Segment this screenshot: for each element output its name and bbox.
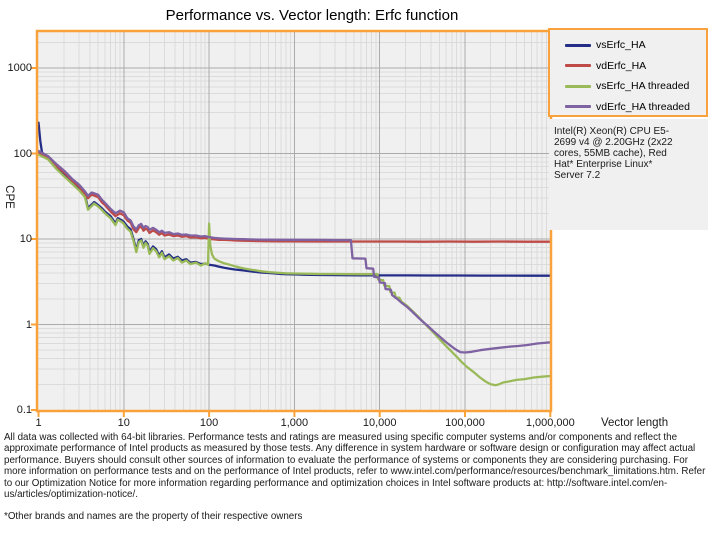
y-tick-label: 1: [25, 318, 32, 331]
y-tick-label: 10: [19, 233, 32, 245]
x-tick-label: 10,000: [362, 417, 397, 429]
x-tick-label: 100,000: [445, 417, 485, 429]
legend-label: vdErfc_HA threaded: [596, 100, 690, 113]
legend-swatch-0: [565, 43, 591, 47]
series-line-1: [37, 151, 552, 243]
x-tick-label: 100: [199, 417, 219, 429]
series-line-3: [37, 149, 552, 354]
x-tick-label: 1: [35, 417, 42, 429]
legend-item: vdErfc_HA: [550, 56, 706, 77]
y-tick-label: 100: [13, 147, 32, 160]
legend-swatch-1: [565, 64, 591, 68]
disclaimer-text: All data was collected with 64-bit libra…: [4, 432, 706, 501]
legend-label: vdErfc_HA: [596, 59, 647, 72]
y-tick-label: 0.1: [16, 404, 32, 416]
x-axis-tick-labels: 1 10 100 1,000 10,000 100,000 1,000,000: [0, 417, 712, 431]
legend-item: vdErfc_HA threaded: [550, 97, 706, 118]
x-tick-label: 1,000,000: [525, 417, 575, 429]
legend-item: vsErfc_HA: [550, 35, 706, 56]
x-tick-label: 10: [117, 417, 130, 429]
legend-label: vsErfc_HA threaded: [596, 80, 690, 93]
legend-item: vsErfc_HA threaded: [550, 76, 706, 97]
y-axis-title: CPE: [3, 185, 15, 209]
system-info-box: Intel(R) Xeon(R) CPU E5-2699 v4 @ 2.20GH…: [549, 119, 708, 230]
series-line-2: [37, 153, 552, 387]
x-axis-title: Vector length: [601, 417, 669, 429]
legend-swatch-2: [565, 84, 591, 88]
y-tick-label: 1000: [7, 62, 32, 74]
chart-title: Performance vs. Vector length: Erfc func…: [165, 7, 459, 24]
trademark-footnote: *Other brands and names are the property…: [4, 511, 303, 522]
legend: vsErfc_HA vdErfc_HA vsErfc_HA threaded v…: [548, 28, 708, 117]
legend-swatch-3: [565, 105, 591, 109]
legend-label: vsErfc_HA: [596, 39, 646, 52]
x-tick-label: 1,000: [280, 417, 309, 429]
